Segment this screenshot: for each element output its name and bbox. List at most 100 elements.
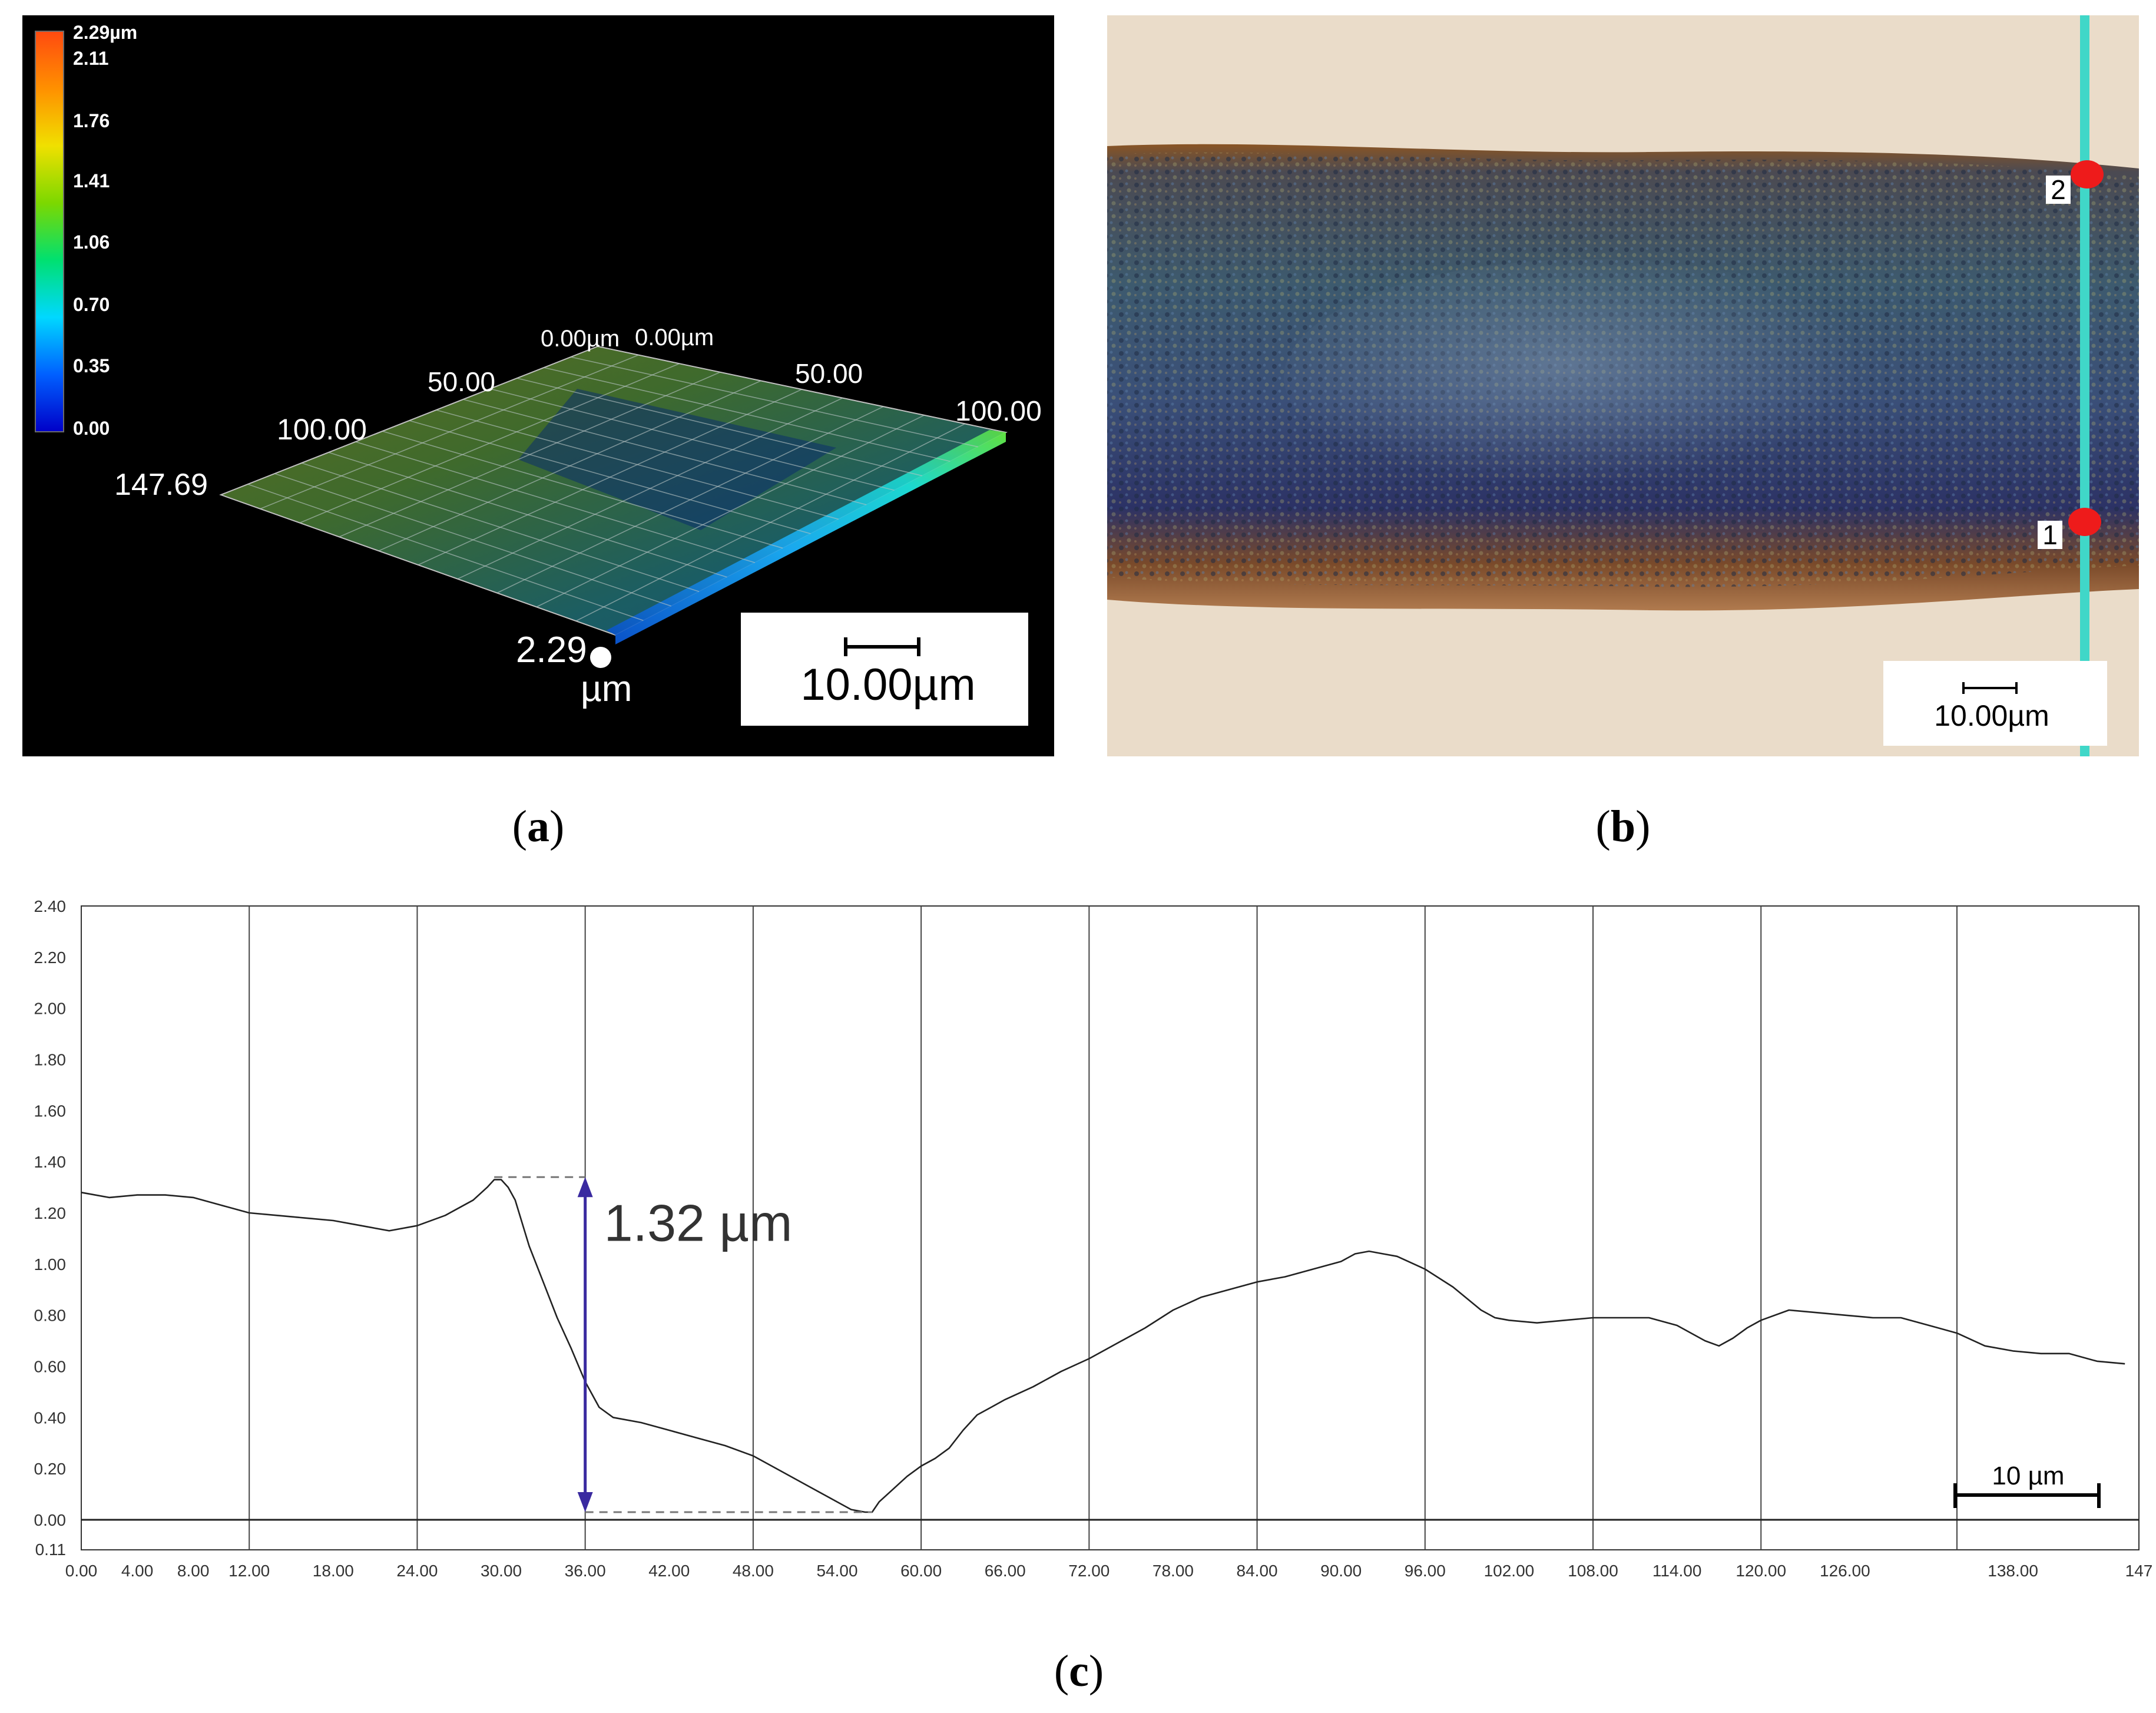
x-axis-ticks: 0.00 4.00 8.00 12.00 18.00 24.00 30.00 36.00 42.… [65,1562,2153,1580]
x-tick-label: 72.00 [1068,1562,1110,1580]
x-tick-label: 138.00 [1988,1562,2038,1580]
surface-grid-line [571,356,978,448]
surface-grid-line [382,431,783,549]
surface-grid-line [247,484,644,621]
step-height-annotation: 1.32 µm [494,1176,872,1513]
profile-line [81,1179,2125,1513]
scale-bar-box-b [1883,661,2107,746]
axis-left-max: 147.69 [114,468,208,502]
axis-right-50: 50.00 [795,358,863,389]
colorbar-tick-label: 0.35 [73,355,110,376]
colorbar-tick-label: 0.00 [73,418,110,439]
panel-c-chart: 0.00 0.20 0.40 0.60 0.80 1.00 1.20 1.40 1.60 1.80… [34,897,2153,1580]
micrograph-band [1107,144,2139,611]
axis-left-50: 50.00 [428,366,495,397]
marker-2: 2 [2046,160,2104,205]
y-tick-label: 0.20 [34,1460,67,1478]
marker-2-dot [2071,160,2104,189]
scale-bar-label-b: 10.00µm [1934,699,2049,732]
annotation-label: 1.32 µm [604,1194,793,1252]
marker-2-label: 2 [2051,174,2066,205]
x-tick-label: 147 [2125,1562,2153,1580]
sublabel-a-letter: a [527,802,549,851]
z-axis-marker [590,647,611,668]
surface-3d-plot: 0.00µm 0.00µm 50.00 100.00 147.69 50.00 … [114,325,1042,709]
y-tick-label: 0.00 [34,1511,67,1529]
marker-1: 1 [2038,508,2101,550]
axis-origin-left: 0.00µm [541,326,620,352]
x-tick-label: 96.00 [1405,1562,1446,1580]
x-tick-label: 8.00 [177,1562,210,1580]
scale-bar-label: 10.00µm [800,660,975,710]
axis-z-value: 2.29 [516,630,587,670]
x-tick-label: 90.00 [1320,1562,1362,1580]
y-bottom-label: 0.11 [35,1540,66,1559]
x-tick-label: 30.00 [481,1562,522,1580]
y-tick-label: 1.80 [34,1051,67,1069]
colorbar-bar [35,31,64,432]
y-tick-label: 2.00 [34,1000,67,1018]
scale-bar-label-c: 10 µm [1992,1461,2064,1490]
x-tick-label: 12.00 [228,1562,270,1580]
surface-grid-line [436,409,839,520]
profile-cursor-line [2080,15,2089,756]
x-tick-label: 48.00 [733,1562,774,1580]
surface-grid-line [409,420,811,534]
x-tick-label: 108.00 [1568,1562,1618,1580]
colorbar-tick-label: 2.11 [73,48,109,69]
scale-bar-box [741,613,1028,726]
surface-grid-line [489,388,895,491]
x-tick-label: 4.00 [121,1562,154,1580]
x-tick-label: 42.00 [648,1562,690,1580]
annotation-arrowhead-bottom [577,1492,593,1512]
panel-a-scale-bar: 10.00µm [741,613,1028,726]
surface-grid-line [328,452,727,578]
y-tick-label: 2.20 [34,948,67,967]
surface-grid-line [301,462,700,593]
surface-grid-line [544,367,951,462]
axis-left-100: 100.00 [277,413,367,446]
marker-1-dot [2068,508,2101,536]
sublabel-c-letter: c [1069,1646,1089,1696]
surface-grid-line [355,441,756,563]
x-tick-label: 0.00 [65,1562,98,1580]
colorbar-top-label: 2.29µm [73,22,137,43]
sublabel-c: (c) [1054,1646,1104,1696]
panel-b-scale-bar: 10.00µm [1883,661,2107,746]
colorbar-tick-label: 1.76 [73,110,110,131]
colorbar-tick-label: 1.06 [73,232,110,253]
x-tick-label: 102.00 [1484,1562,1535,1580]
x-tick-label: 66.00 [985,1562,1026,1580]
y-tick-label: 2.40 [34,897,67,915]
band-center-glow [1284,259,1896,495]
x-tick-label: 84.00 [1237,1562,1278,1580]
x-tick-label: 114.00 [1652,1562,1702,1580]
marker-1-label: 1 [2042,520,2058,550]
surface-grid-line [516,378,923,477]
y-tick-label: 0.40 [34,1408,67,1427]
x-tick-label: 24.00 [396,1562,438,1580]
colorbar: 2.29µm 2.11 1.76 1.41 1.06 0.70 0.35 0.00 [35,22,137,439]
annotation-arrowhead-top [577,1177,593,1198]
y-tick-label: 1.60 [34,1102,67,1120]
y-tick-label: 1.00 [34,1255,67,1274]
x-tick-label: 78.00 [1152,1562,1194,1580]
y-tick-label: 1.40 [34,1153,67,1171]
sublabel-b: (b) [1596,802,1651,851]
surface-grid-line [463,399,867,505]
colorbar-tick-label: 1.41 [73,170,110,191]
marker-2-box [2046,176,2071,204]
plot-frame [81,905,2140,1550]
sublabel-a: (a) [512,802,565,851]
sublabel-b-letter: b [1611,802,1635,851]
y-tick-label: 1.20 [34,1204,67,1222]
y-tick-label: 0.80 [34,1307,67,1325]
colorbar-tick-label: 0.70 [73,294,110,315]
y-axis-ticks: 0.00 0.20 0.40 0.60 0.80 1.00 1.20 1.40 1.60 1.80… [34,897,67,1559]
colorbar-ticks: 2.11 1.76 1.41 1.06 0.70 0.35 0.00 [73,48,110,439]
axis-z-unit: µm [581,669,632,709]
x-tick-label: 120.00 [1736,1562,1786,1580]
surface-grid [247,354,978,621]
x-tick-label: 36.00 [565,1562,606,1580]
